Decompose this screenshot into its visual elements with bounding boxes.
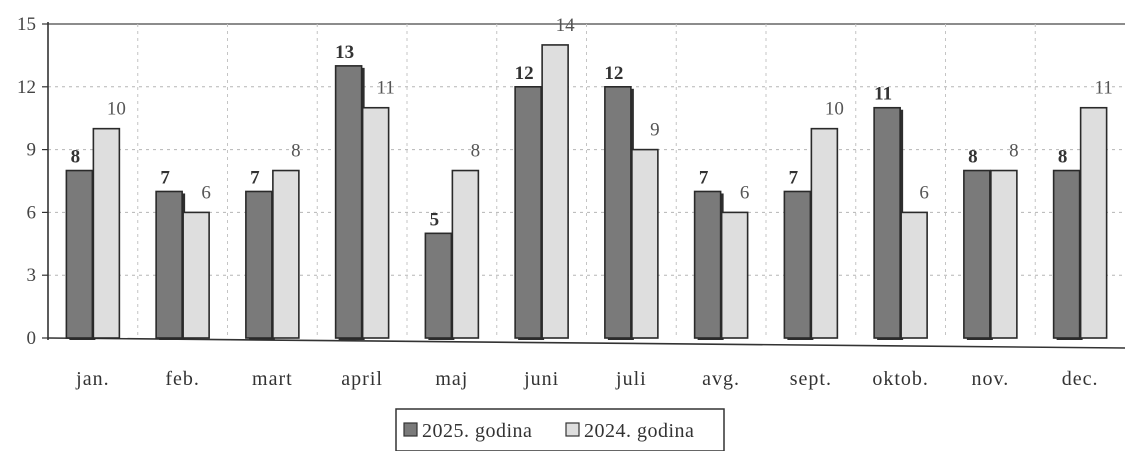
x-tick-label: jan. [75,368,109,390]
data-label-2025: 8 [1058,147,1068,168]
legend: 2025. godina 2024. godina [395,408,725,452]
bar-2024 [272,169,300,339]
bar-2025 [693,190,722,339]
data-label-2024: 6 [201,182,211,203]
data-label-2025: 11 [874,84,892,105]
data-label-2025: 7 [250,167,260,188]
data-label-2024: 10 [107,99,126,120]
y-tick-label: 12 [17,77,36,98]
data-label-2025: 13 [335,42,354,63]
bar-2025 [873,106,901,339]
bar-2024 [900,211,928,339]
y-tick-label: 15 [17,14,36,35]
data-label-2025: 5 [430,209,440,230]
data-label-2025: 7 [699,167,709,188]
legend-label-series-2: 2024. godina [584,420,694,442]
x-tick-label: feb. [165,368,200,390]
data-label-2025: 8 [71,147,81,168]
data-label-2024: 6 [740,182,750,203]
legend-swatch-series-2 [565,422,580,437]
x-axis-line [47,337,1125,349]
x-tick-label: juli [615,368,647,390]
grid-layer [48,23,1125,338]
bar-2024 [810,127,839,339]
data-label-2025: 12 [515,63,534,84]
data-label-2025: 12 [604,63,623,84]
bar-2025 [604,86,632,339]
legend-swatch-series-1 [403,422,418,437]
data-label-2024: 9 [650,120,660,141]
label-layer: 8 10 7 6 7 8 13 11 5 8 12 14 12 9 7 6 7 10 11 6 8 8 8 11 [71,15,1113,230]
x-tick-label: oktob. [872,368,929,390]
bar-2024 [631,148,659,339]
bar-2025 [155,190,183,339]
bar-2024 [361,106,390,339]
bar-2024 [720,211,749,339]
bar-2025 [65,169,94,339]
data-label-2024: 8 [471,141,481,162]
bar-2024 [1079,106,1108,339]
legend-label-series-1: 2025. godina [422,420,532,442]
data-label-2025: 7 [789,167,799,188]
y-tick-label: 9 [27,140,37,161]
bar-2025 [1052,169,1081,339]
y-tick-label: 6 [27,202,37,223]
data-label-2024: 10 [825,99,844,120]
bar-2024 [990,169,1018,339]
bar-2025 [334,65,363,339]
data-label-2024: 14 [556,15,576,36]
data-label-2024: 8 [291,141,301,162]
data-label-2024: 8 [1009,141,1019,162]
bar-2024 [451,169,480,339]
bar-2024 [541,44,569,339]
x-tick-label: sept. [790,368,832,390]
x-tick-label: april [341,368,383,390]
x-tick-label: juni [523,368,559,390]
bar-2024 [92,127,121,339]
bar-2025 [514,86,542,339]
bar-2025 [783,190,812,339]
bar-2025 [424,232,453,339]
bar-2024 [182,211,210,339]
y-tick-label: 3 [27,265,37,286]
y-tick-label: 0 [27,328,37,349]
data-label-2025: 8 [968,147,978,168]
bar-2025 [963,169,991,339]
data-label-2024: 11 [1094,78,1112,99]
x-tick-label: dec. [1062,368,1099,390]
data-label-2024: 11 [376,78,394,99]
x-tick-label: nov. [972,368,1010,390]
bar-2025 [245,190,273,339]
data-label-2024: 6 [919,182,929,203]
axis-layer: 0 3 6 9 12 15 jan. feb. mart april maj juni juli avg.… [17,14,1125,390]
bar-layer [65,44,1108,340]
x-tick-label: maj [435,368,468,390]
x-tick-label: avg. [702,368,740,390]
x-tick-label: mart [252,368,293,390]
data-label-2025: 7 [160,167,170,188]
